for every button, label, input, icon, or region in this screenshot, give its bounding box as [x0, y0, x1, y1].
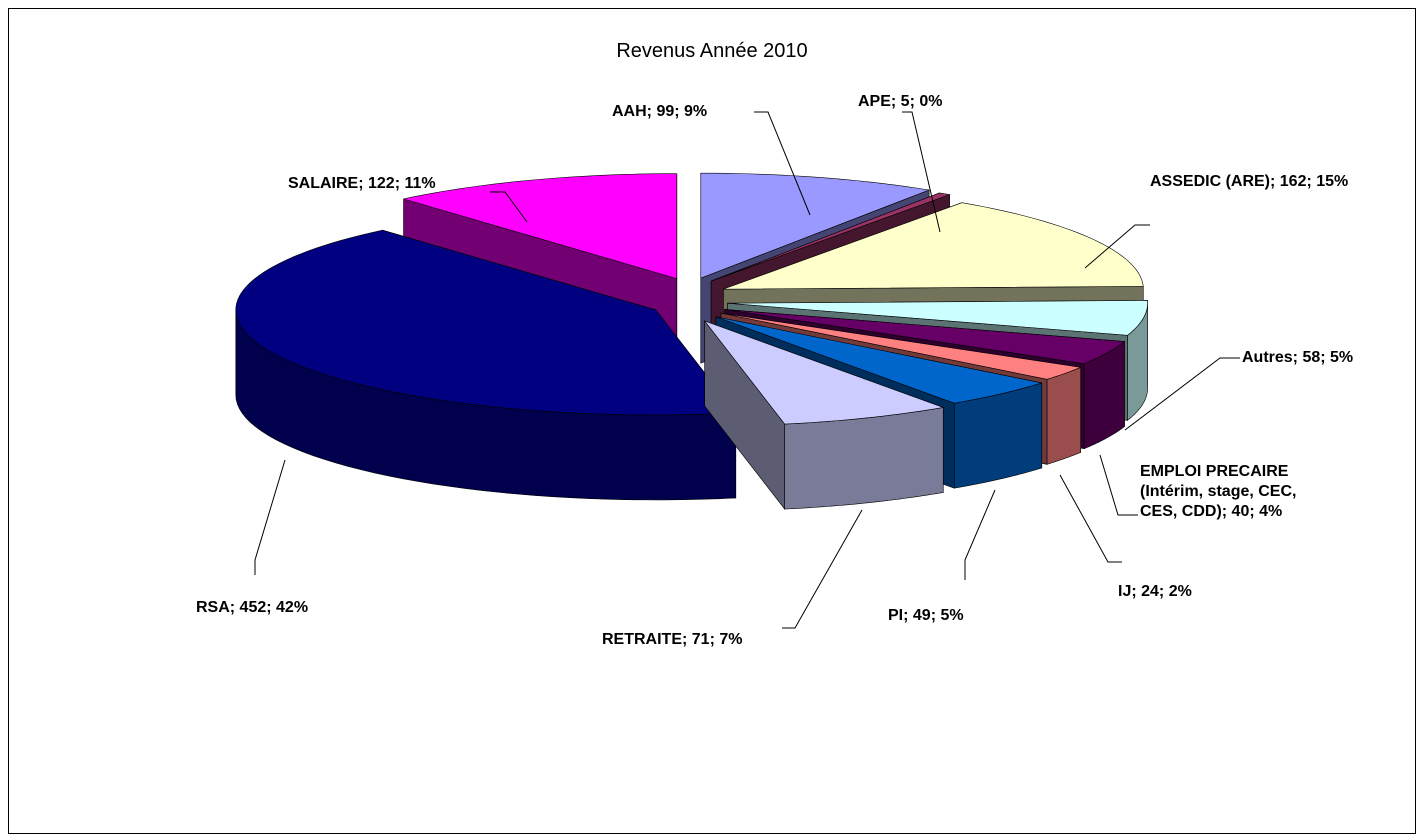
data-label: PI; 49; 5%	[888, 607, 964, 624]
leader-line	[1099, 454, 1138, 516]
slice	[235, 229, 737, 416]
data-label: RSA; 452; 42%	[196, 599, 309, 616]
leader-line	[254, 459, 286, 575]
leader-line	[964, 489, 996, 580]
slice	[723, 202, 1144, 290]
slice	[715, 316, 1042, 404]
data-label: APE; 5; 0%	[858, 93, 943, 110]
leader-line	[1059, 474, 1122, 563]
data-label: EMPLOI PRECAIRE (Intérim, stage, CEC, CE…	[1140, 463, 1297, 520]
leader-line	[782, 509, 863, 629]
slice	[700, 172, 931, 279]
slice	[724, 309, 1126, 364]
leader-line	[490, 191, 528, 223]
slice	[727, 300, 1148, 336]
slice	[703, 320, 945, 510]
slice	[711, 192, 951, 282]
slice	[721, 312, 1082, 380]
slice-wall	[1046, 366, 1081, 465]
leader-line	[1124, 357, 1240, 431]
chart-title: Revenus Année 2010	[616, 40, 808, 62]
leader-line	[1084, 224, 1150, 269]
data-label: AAH; 99; 9%	[612, 103, 708, 120]
leader-line	[754, 111, 811, 216]
data-label: SALAIRE; 122; 11%	[288, 175, 436, 192]
leader-line	[902, 111, 941, 233]
slice	[235, 229, 737, 501]
data-label: RETRAITE; 71; 7%	[602, 631, 743, 648]
data-label: ASSEDIC (ARE); 162; 15%	[1150, 173, 1349, 190]
slice	[703, 320, 945, 425]
slice	[403, 173, 678, 280]
data-label: Autres; 58; 5%	[1242, 349, 1354, 366]
data-label: IJ; 24; 2%	[1118, 583, 1192, 600]
